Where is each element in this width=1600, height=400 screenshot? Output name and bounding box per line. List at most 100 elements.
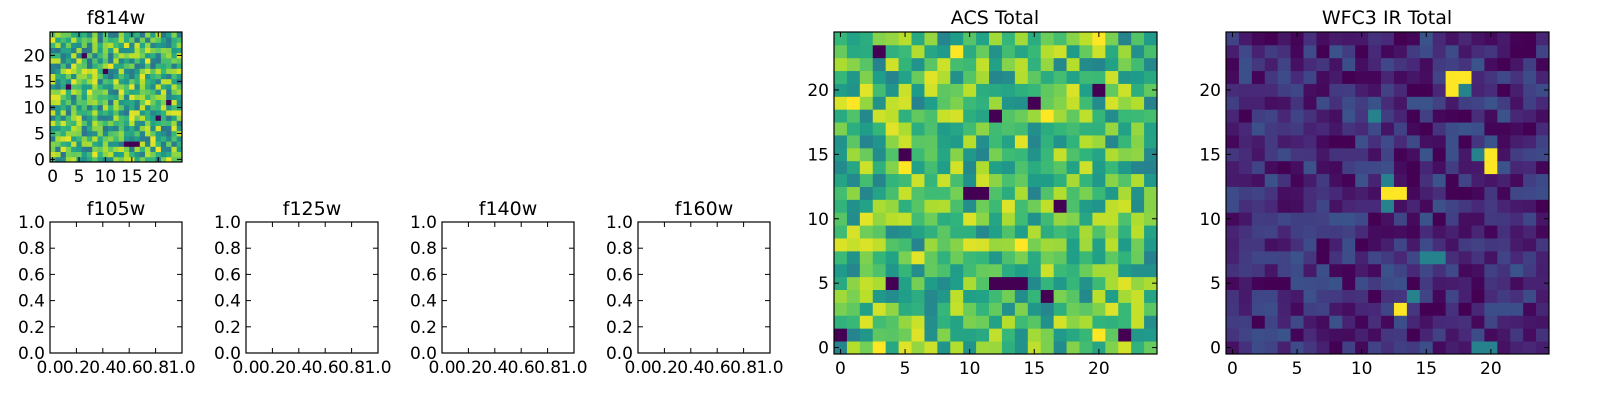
heatmap-cell bbox=[846, 122, 861, 136]
heatmap-cell bbox=[97, 84, 104, 90]
heatmap-cell bbox=[150, 52, 156, 59]
heatmap-cell bbox=[1342, 147, 1356, 162]
heatmap-cell bbox=[71, 84, 77, 90]
heatmap-cell bbox=[834, 263, 848, 278]
heatmap-cell bbox=[1027, 276, 1042, 290]
heatmap-cell bbox=[1105, 186, 1119, 200]
heatmap-cell bbox=[92, 37, 98, 43]
heatmap-cell bbox=[150, 151, 156, 158]
heatmap-cell bbox=[834, 32, 848, 46]
heatmap-cell bbox=[1523, 173, 1537, 187]
heatmap-cell bbox=[166, 84, 172, 90]
heatmap-cell bbox=[1092, 186, 1106, 200]
heatmap-cell bbox=[1290, 186, 1304, 200]
heatmap-cell bbox=[60, 120, 67, 126]
heatmap-cell bbox=[924, 328, 938, 342]
heatmap-cell bbox=[145, 42, 151, 48]
heatmap-cell bbox=[976, 160, 990, 175]
heatmap-cell bbox=[898, 32, 912, 46]
heatmap-cell bbox=[989, 328, 1003, 342]
heatmap-cell bbox=[60, 37, 67, 43]
heatmap-cell bbox=[1445, 328, 1459, 342]
heatmap-cell bbox=[1458, 341, 1472, 355]
heatmap-cell bbox=[123, 32, 130, 38]
heatmap-cell bbox=[1510, 289, 1524, 303]
heatmap-cell bbox=[81, 89, 88, 95]
heatmap-cell bbox=[1001, 315, 1016, 329]
heatmap-cell bbox=[1406, 70, 1421, 84]
heatmap-cell bbox=[1027, 263, 1042, 278]
heatmap-cell bbox=[1510, 160, 1524, 175]
heatmap-cell bbox=[937, 70, 951, 84]
heatmap-cell bbox=[1105, 199, 1119, 213]
heatmap-cell bbox=[155, 84, 162, 90]
heatmap-cell bbox=[1329, 328, 1343, 342]
heatmap-cell bbox=[86, 78, 93, 85]
heatmap-cell bbox=[1251, 32, 1266, 46]
f160w-ytick-label: 0.4 bbox=[606, 292, 633, 312]
heatmap-cell bbox=[160, 58, 167, 64]
heatmap-cell bbox=[911, 44, 925, 59]
heatmap-cell bbox=[1329, 160, 1343, 175]
heatmap-cell bbox=[924, 147, 938, 162]
heatmap-cell bbox=[1536, 302, 1550, 316]
heatmap-cell bbox=[118, 115, 125, 121]
heatmap-cell bbox=[1484, 147, 1498, 162]
heatmap-cell bbox=[86, 99, 93, 106]
heatmap-cell bbox=[1419, 238, 1434, 252]
heatmap-cell bbox=[160, 110, 167, 116]
heatmap-cell bbox=[71, 63, 77, 69]
heatmap-cell bbox=[129, 104, 135, 111]
heatmap-cell bbox=[1092, 328, 1106, 342]
heatmap-cell bbox=[1368, 212, 1382, 226]
heatmap-cell bbox=[65, 136, 72, 142]
heatmap-cell bbox=[1445, 109, 1459, 123]
heatmap-cell bbox=[1264, 276, 1279, 290]
heatmap-cell bbox=[898, 199, 912, 213]
heatmap-cell bbox=[1131, 199, 1145, 213]
heatmap-cell bbox=[150, 104, 156, 111]
heatmap-cell bbox=[1238, 32, 1253, 46]
heatmap-cell bbox=[1510, 173, 1524, 187]
f140w-axes-frame bbox=[441, 221, 575, 354]
heatmap-cell bbox=[102, 136, 109, 142]
heatmap-cell bbox=[1144, 199, 1158, 213]
heatmap-cell bbox=[1053, 96, 1067, 110]
heatmap-cell bbox=[176, 125, 183, 132]
heatmap-cell bbox=[150, 125, 156, 132]
heatmap-cell bbox=[989, 109, 1003, 123]
heatmap-cell bbox=[872, 160, 887, 175]
heatmap-cell bbox=[1303, 147, 1317, 162]
heatmap-cell bbox=[129, 78, 135, 85]
heatmap-cell bbox=[1118, 186, 1132, 200]
heatmap-cell bbox=[1303, 250, 1317, 265]
heatmap-cell bbox=[155, 68, 162, 74]
heatmap-cell bbox=[160, 130, 167, 137]
heatmap-cell bbox=[963, 199, 977, 213]
heatmap-cell bbox=[102, 63, 109, 69]
heatmap-cell bbox=[924, 250, 938, 265]
heatmap-cell bbox=[65, 32, 72, 38]
heatmap-cell bbox=[963, 83, 977, 97]
heatmap-cell bbox=[86, 68, 93, 74]
heatmap-cell bbox=[134, 32, 141, 38]
heatmap-cell bbox=[1368, 328, 1382, 342]
heatmap-cell bbox=[924, 122, 938, 136]
heatmap-cell bbox=[898, 173, 912, 187]
heatmap-cell bbox=[1419, 70, 1434, 84]
heatmap-cell bbox=[55, 58, 61, 64]
heatmap-cell bbox=[1105, 302, 1119, 316]
heatmap-cell bbox=[859, 341, 874, 355]
heatmap-cell bbox=[145, 47, 151, 54]
heatmap-cell bbox=[76, 130, 83, 137]
heatmap-cell bbox=[976, 109, 990, 123]
heatmap-cell bbox=[872, 328, 887, 342]
heatmap-cell bbox=[171, 104, 178, 111]
heatmap-cell bbox=[86, 42, 93, 48]
heatmap-cell bbox=[1381, 147, 1395, 162]
heatmap-cell bbox=[1445, 57, 1459, 72]
heatmap-cell bbox=[1523, 199, 1537, 213]
heatmap-cell bbox=[1027, 57, 1042, 72]
heatmap-cell bbox=[113, 73, 120, 80]
heatmap-cell bbox=[1053, 199, 1067, 213]
